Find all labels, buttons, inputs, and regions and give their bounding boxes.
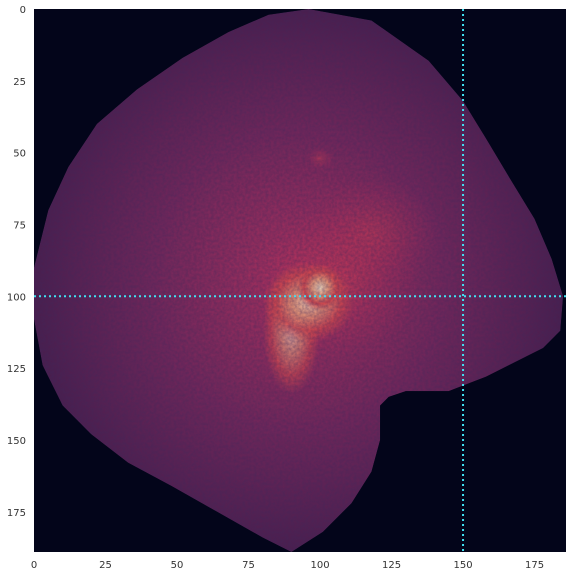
y-axis: 0 25 50 75 100 125 150 175 [7, 5, 26, 519]
x-tick-label: 125 [382, 560, 401, 571]
y-tick-label: 25 [13, 77, 26, 88]
x-tick-label: 50 [171, 560, 184, 571]
y-tick-label: 150 [7, 436, 26, 447]
x-tick-label: 0 [31, 560, 37, 571]
y-tick-label: 75 [13, 220, 26, 231]
y-tick-label: 100 [7, 292, 26, 303]
x-tick-label: 100 [310, 560, 329, 571]
x-tick-label: 25 [99, 560, 112, 571]
x-tick-label: 150 [453, 560, 472, 571]
y-tick-label: 125 [7, 364, 26, 375]
x-tick-label: 175 [525, 560, 544, 571]
x-axis: 0 25 50 75 100 125 150 175 [31, 560, 544, 571]
y-tick-label: 175 [7, 508, 26, 519]
y-tick-label: 50 [13, 149, 26, 160]
x-tick-label: 75 [242, 560, 255, 571]
y-tick-label: 0 [20, 5, 26, 16]
